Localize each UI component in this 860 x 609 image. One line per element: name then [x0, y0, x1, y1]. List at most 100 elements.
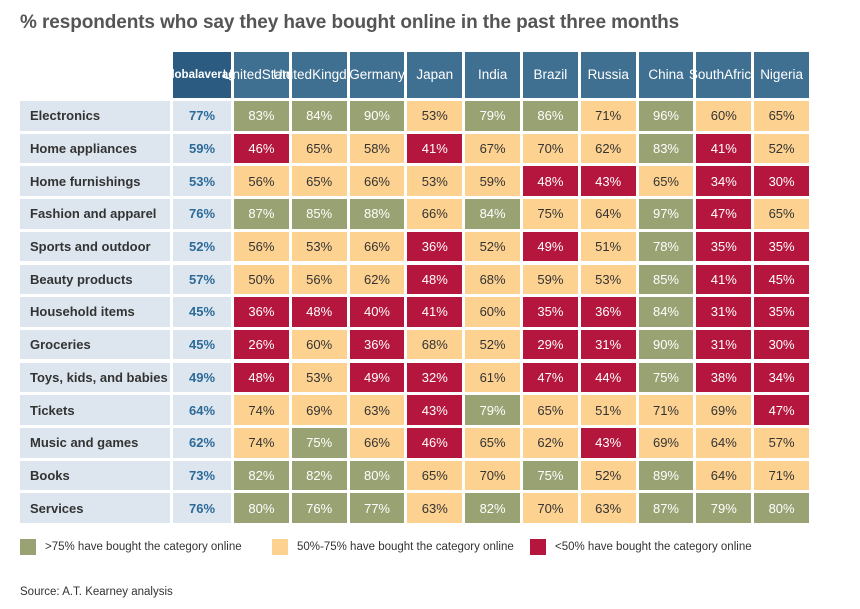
data-cell: 52%	[465, 231, 520, 262]
data-cell: 61%	[465, 362, 520, 393]
data-cell: 48%	[234, 362, 289, 393]
data-cell: 74%	[234, 395, 289, 425]
row-label: Home appliances	[20, 133, 170, 164]
row-label: Toys, kids, and babies	[20, 362, 170, 393]
column-header-germany: Germany	[349, 52, 405, 98]
row-label: Home furnishings	[20, 166, 170, 196]
global-average-cell: 49%	[173, 362, 231, 393]
data-cell: 87%	[234, 199, 289, 229]
data-cell: 71%	[580, 101, 636, 131]
legend-label: >75% have bought the category online	[45, 541, 242, 553]
header-line: United	[222, 67, 262, 82]
data-cell: 49%	[349, 362, 405, 393]
data-cell: 65%	[407, 460, 463, 491]
header-line: Global	[162, 68, 199, 81]
data-cell: 70%	[465, 460, 520, 491]
row-label: Services	[20, 493, 170, 523]
data-cell: 85%	[638, 264, 694, 295]
data-cell: 62%	[580, 133, 636, 164]
data-cell: 63%	[349, 395, 405, 425]
data-cell: 36%	[407, 231, 463, 262]
legend-item-low: <50% have bought the category online	[530, 539, 752, 555]
row-label: Beauty products	[20, 264, 170, 295]
data-cell: 69%	[638, 428, 694, 458]
data-cell: 48%	[407, 264, 463, 295]
data-cell: 66%	[349, 231, 405, 262]
column-header-united-kingdom: United Kingdom	[273, 52, 365, 98]
data-cell: 41%	[696, 133, 752, 164]
data-cell: 77%	[349, 493, 405, 523]
global-average-cell: 59%	[173, 133, 231, 164]
data-cell: 35%	[754, 297, 809, 327]
data-cell: 82%	[465, 493, 520, 523]
header-line: India	[477, 67, 508, 82]
data-cell: 59%	[465, 166, 520, 196]
row-label: Fashion and apparel	[20, 199, 170, 229]
data-cell: 84%	[465, 199, 520, 229]
data-cell: 47%	[696, 199, 752, 229]
global-average-cell: 45%	[173, 329, 231, 360]
data-cell: 96%	[638, 101, 694, 131]
data-cell: 53%	[580, 264, 636, 295]
column-header-united-states: United States	[223, 52, 300, 98]
global-average-cell: 57%	[173, 264, 231, 295]
row-label: Books	[20, 460, 170, 491]
data-cell: 66%	[407, 199, 463, 229]
legend-swatch	[530, 539, 546, 555]
data-cell: 26%	[234, 329, 289, 360]
data-cell: 80%	[234, 493, 289, 523]
data-cell: 53%	[407, 101, 463, 131]
data-cell: 31%	[696, 329, 752, 360]
legend-label: 50%-75% have bought the category online	[297, 541, 514, 553]
data-cell: 43%	[580, 166, 636, 196]
data-cell: 69%	[696, 395, 752, 425]
global-average-cell: 53%	[173, 166, 231, 196]
data-cell: 69%	[291, 395, 347, 425]
data-cell: 43%	[407, 395, 463, 425]
data-cell: 70%	[523, 493, 578, 523]
data-cell: 65%	[754, 101, 809, 131]
data-cell: 46%	[234, 133, 289, 164]
data-cell: 68%	[465, 264, 520, 295]
data-cell: 65%	[465, 428, 520, 458]
row-label: Music and games	[20, 428, 170, 458]
data-cell: 29%	[523, 329, 578, 360]
data-cell: 97%	[638, 199, 694, 229]
chart-title: % respondents who say they have bought o…	[20, 12, 680, 33]
data-cell: 53%	[291, 362, 347, 393]
data-cell: 38%	[696, 362, 752, 393]
data-cell: 35%	[523, 297, 578, 327]
row-label: Electronics	[20, 101, 170, 131]
data-cell: 62%	[349, 264, 405, 295]
data-cell: 53%	[407, 166, 463, 196]
data-cell: 67%	[465, 133, 520, 164]
data-cell: 51%	[580, 395, 636, 425]
data-cell: 84%	[638, 297, 694, 327]
data-cell: 85%	[291, 199, 347, 229]
data-cell: 36%	[580, 297, 636, 327]
data-cell: 40%	[349, 297, 405, 327]
data-cell: 56%	[234, 231, 289, 262]
data-cell: 64%	[696, 428, 752, 458]
data-cell: 43%	[580, 428, 636, 458]
data-cell: 75%	[523, 460, 578, 491]
data-cell: 75%	[523, 199, 578, 229]
data-cell: 41%	[407, 133, 463, 164]
data-cell: 56%	[234, 166, 289, 196]
column-header-russia: Russia	[580, 52, 636, 98]
data-cell: 52%	[580, 460, 636, 491]
data-cell: 36%	[349, 329, 405, 360]
legend: >75% have bought the category online 50%-…	[20, 539, 840, 557]
header-line: Brazil	[533, 67, 568, 82]
data-cell: 71%	[754, 460, 809, 491]
data-cell: 36%	[234, 297, 289, 327]
data-cell: 30%	[754, 329, 809, 360]
data-cell: 82%	[234, 460, 289, 491]
data-cell: 87%	[638, 493, 694, 523]
data-cell: 60%	[465, 297, 520, 327]
global-average-cell: 52%	[173, 231, 231, 262]
column-header-south-africa: South Africa	[689, 52, 759, 98]
header-line: Nigeria	[760, 67, 803, 82]
global-average-cell: 64%	[173, 395, 231, 425]
data-cell: 47%	[523, 362, 578, 393]
